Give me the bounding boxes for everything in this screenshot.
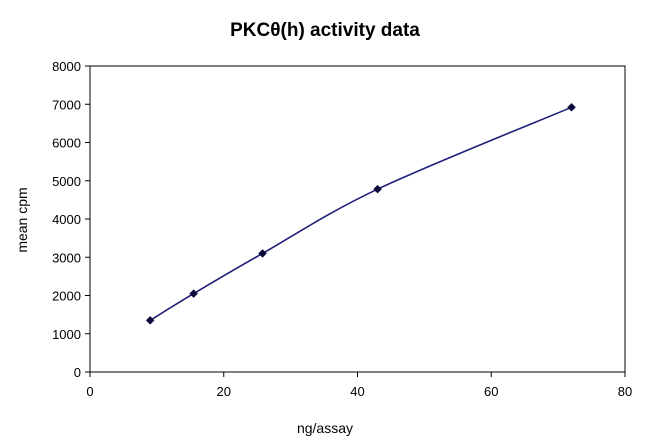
y-tick-label: 7000: [52, 97, 81, 112]
series-group: [145, 102, 576, 325]
x-tick-label: 80: [618, 384, 632, 399]
x-tick-label: 20: [217, 384, 231, 399]
data-point-marker: [567, 102, 576, 112]
y-tick-label: 4000: [52, 212, 81, 227]
y-tick-label: 2000: [52, 289, 81, 304]
plot-area: [89, 65, 626, 373]
data-point-marker: [373, 184, 382, 194]
data-point-marker: [189, 289, 199, 298]
data-point-marker: [258, 249, 267, 258]
x-axis-label: ng/assay: [296, 420, 354, 436]
chart-title: PKCθ(h) activity data: [230, 20, 420, 41]
y-tick-label: 8000: [52, 59, 81, 74]
axes: 0 1000 2000 3000 4000 5000 6000 7000 8000 0 20 40 60…: [52, 59, 632, 399]
x-tick-label: 60: [484, 384, 498, 399]
y-tick-label: 1000: [52, 327, 81, 342]
x-tick-label: 0: [86, 384, 93, 399]
data-point-marker: [145, 316, 155, 325]
y-tick-label: 5000: [52, 174, 81, 189]
y-tick-label: 3000: [52, 250, 81, 265]
x-tick-label: 40: [350, 384, 364, 399]
y-tick-label: 6000: [52, 136, 81, 151]
y-tick-label: 0: [74, 365, 81, 380]
